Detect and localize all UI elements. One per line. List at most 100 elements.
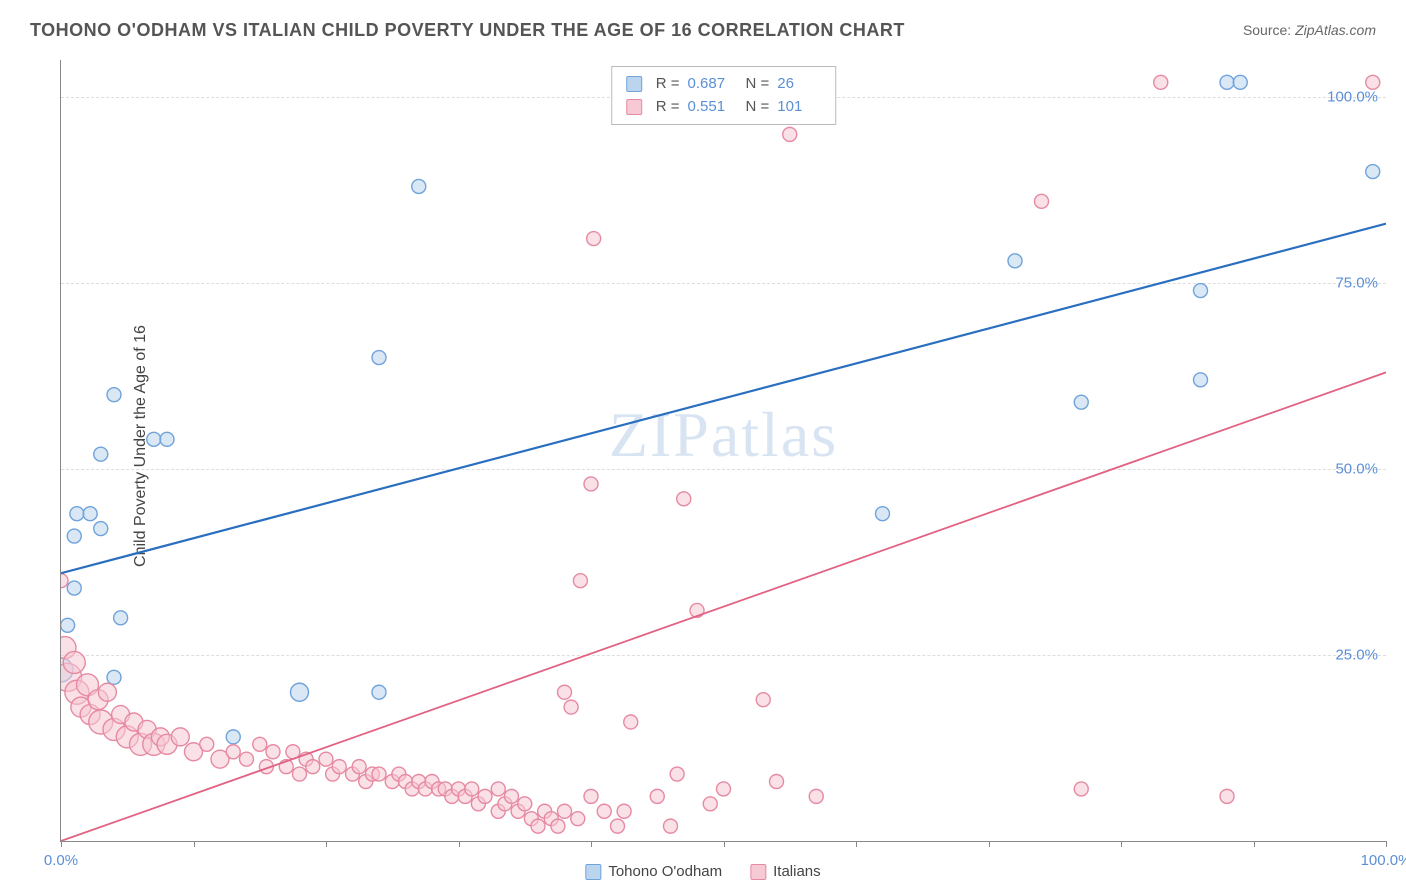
data-point: [584, 477, 598, 491]
source-attribution: Source: ZipAtlas.com: [1243, 22, 1376, 38]
swatch-series-0: [626, 76, 642, 92]
data-point: [147, 432, 161, 446]
data-point: [61, 574, 68, 588]
correlation-stats-legend: R = 0.687 N = 26 R = 0.551 N = 101: [611, 66, 837, 125]
x-tick: [989, 841, 990, 847]
data-point: [200, 737, 214, 751]
data-point: [571, 812, 585, 826]
x-tick: [1121, 841, 1122, 847]
x-tick: [459, 841, 460, 847]
data-point: [1233, 75, 1247, 89]
data-point: [573, 574, 587, 588]
data-point: [597, 804, 611, 818]
n-value-series-1: 101: [777, 96, 821, 119]
data-point: [372, 685, 386, 699]
data-point: [372, 767, 386, 781]
r-label: R =: [656, 73, 680, 96]
data-point: [876, 507, 890, 521]
data-point: [70, 507, 84, 521]
data-point: [67, 529, 81, 543]
data-point: [1366, 75, 1380, 89]
data-point: [83, 507, 97, 521]
r-value-series-1: 0.551: [688, 96, 732, 119]
data-point: [171, 728, 189, 746]
stats-row-series-1: R = 0.551 N = 101: [626, 96, 822, 119]
data-point: [63, 651, 85, 673]
x-tick-label: 0.0%: [44, 852, 78, 869]
data-point: [412, 179, 426, 193]
legend-swatch-0: [585, 864, 601, 880]
n-value-series-0: 26: [777, 73, 821, 96]
data-point: [94, 447, 108, 461]
data-point: [756, 693, 770, 707]
chart-plot-area: ZIPatlas R = 0.687 N = 26 R = 0.551 N = …: [60, 60, 1386, 842]
data-point: [107, 670, 121, 684]
data-point: [61, 618, 75, 632]
source-value: ZipAtlas.com: [1295, 22, 1376, 38]
legend-label-1: Italians: [773, 863, 821, 880]
r-value-series-0: 0.687: [688, 73, 732, 96]
x-tick: [326, 841, 327, 847]
data-point: [783, 127, 797, 141]
x-tick: [1254, 841, 1255, 847]
data-point: [558, 804, 572, 818]
data-point: [1074, 395, 1088, 409]
x-tick: [724, 841, 725, 847]
data-point: [226, 745, 240, 759]
trend-line: [61, 224, 1386, 574]
x-tick-label: 100.0%: [1361, 852, 1406, 869]
data-point: [491, 782, 505, 796]
data-point: [352, 760, 366, 774]
data-point: [664, 819, 678, 833]
data-point: [518, 797, 532, 811]
data-point: [465, 782, 479, 796]
data-point: [293, 767, 307, 781]
data-point: [1220, 789, 1234, 803]
data-point: [1194, 373, 1208, 387]
data-point: [587, 232, 601, 246]
data-point: [107, 388, 121, 402]
data-point: [558, 685, 572, 699]
data-point: [505, 789, 519, 803]
data-point: [617, 804, 631, 818]
r-label: R =: [656, 96, 680, 119]
data-point: [564, 700, 578, 714]
chart-title: TOHONO O'ODHAM VS ITALIAN CHILD POVERTY …: [30, 20, 905, 41]
legend-swatch-1: [750, 864, 766, 880]
series-legend: Tohono O'odham Italians: [585, 863, 820, 880]
data-point: [253, 737, 267, 751]
data-point: [332, 760, 346, 774]
data-point: [67, 581, 81, 595]
data-point: [372, 351, 386, 365]
stats-row-series-0: R = 0.687 N = 26: [626, 73, 822, 96]
data-point: [1154, 75, 1168, 89]
data-point: [1074, 782, 1088, 796]
data-point: [478, 789, 492, 803]
x-tick: [61, 841, 62, 847]
data-point: [291, 683, 309, 701]
swatch-series-1: [626, 99, 642, 115]
data-point: [670, 767, 684, 781]
data-point: [114, 611, 128, 625]
legend-item-0: Tohono O'odham: [585, 863, 722, 880]
n-label: N =: [746, 96, 770, 119]
data-point: [160, 432, 174, 446]
data-point: [306, 760, 320, 774]
data-point: [1008, 254, 1022, 268]
n-label: N =: [746, 73, 770, 96]
data-point: [240, 752, 254, 766]
data-point: [319, 752, 333, 766]
x-tick: [856, 841, 857, 847]
data-point: [551, 819, 565, 833]
data-point: [531, 819, 545, 833]
data-point: [1366, 165, 1380, 179]
data-point: [677, 492, 691, 506]
data-point: [809, 789, 823, 803]
data-point: [1194, 284, 1208, 298]
data-point: [611, 819, 625, 833]
data-point: [703, 797, 717, 811]
x-tick: [591, 841, 592, 847]
data-point: [584, 789, 598, 803]
legend-label-0: Tohono O'odham: [608, 863, 722, 880]
data-point: [770, 774, 784, 788]
